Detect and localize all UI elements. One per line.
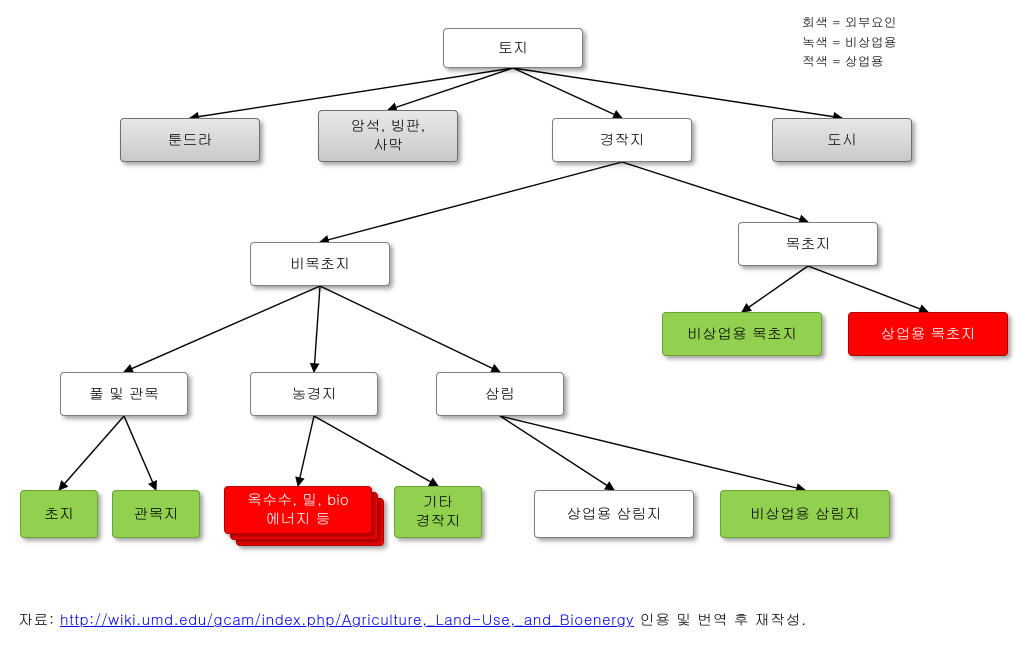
legend-line: 적색 = 상업용 xyxy=(802,51,897,71)
source-prefix: 자료: xyxy=(18,609,60,630)
legend-line: 회색 = 외부요인 xyxy=(802,12,897,32)
source-link[interactable]: http://wiki.umd.edu/gcam/index.php/Agric… xyxy=(60,609,634,630)
node-arable: 경작지 xyxy=(552,118,692,162)
node-other-crop: 기타 경작지 xyxy=(394,486,482,538)
node-label: 비상업용 목초지 xyxy=(687,325,797,344)
node-label: 관목지 xyxy=(134,505,179,524)
node-rock: 암석, 빙판, 사막 xyxy=(318,110,458,162)
node-label: 도시 xyxy=(827,131,857,150)
node-label: 옥수수, 밀, bio 에너지 등 xyxy=(247,491,349,529)
node-label: 상업용 목초지 xyxy=(881,325,976,344)
node-city: 도시 xyxy=(772,118,912,162)
node-label: 초지 xyxy=(44,505,74,524)
node-label: 기타 경작지 xyxy=(416,493,461,531)
source-citation: 자료: http://wiki.umd.edu/gcam/index.php/A… xyxy=(18,609,807,630)
legend: 회색 = 외부요인 녹색 = 비상업용 적색 = 상업용 xyxy=(802,12,897,71)
node-label: 암석, 빙판, 사막 xyxy=(350,117,425,155)
node-wood: 목초지 xyxy=(738,222,878,266)
node-label: 토지 xyxy=(498,39,528,58)
node-land: 토지 xyxy=(443,28,583,68)
node-grassshrub: 풀 및 관목 xyxy=(60,372,188,416)
node-nonwood: 비목초지 xyxy=(250,242,390,286)
source-suffix: 인용 및 번역 후 재작성. xyxy=(634,609,807,630)
node-grass: 초지 xyxy=(20,490,98,538)
node-label: 상업용 삼림지 xyxy=(567,505,662,524)
node-label: 목초지 xyxy=(786,235,831,254)
node-wood-c: 상업용 목초지 xyxy=(848,312,1008,356)
node-label: 비상업용 삼림지 xyxy=(750,505,860,524)
node-label: 툰드라 xyxy=(168,131,213,150)
node-forest: 삼림 xyxy=(436,372,564,416)
node-label: 삼림 xyxy=(485,385,515,404)
node-crops: 옥수수, 밀, bio 에너지 등 xyxy=(224,486,372,534)
node-label: 경작지 xyxy=(600,131,645,150)
node-label: 비목초지 xyxy=(290,255,350,274)
node-shrub: 관목지 xyxy=(112,490,200,538)
diagram-canvas: 회색 = 외부요인 녹색 = 비상업용 적색 = 상업용 토지 툰드라 암석, … xyxy=(0,0,1028,648)
node-forest-c: 상업용 삼림지 xyxy=(534,490,694,538)
legend-line: 녹색 = 비상업용 xyxy=(802,32,897,52)
node-wood-nc: 비상업용 목초지 xyxy=(662,312,822,356)
node-label: 풀 및 관목 xyxy=(89,385,159,404)
node-forest-nc: 비상업용 삼림지 xyxy=(720,490,890,538)
node-label: 농경지 xyxy=(292,385,337,404)
node-cropland: 농경지 xyxy=(250,372,378,416)
node-tundra: 툰드라 xyxy=(120,118,260,162)
